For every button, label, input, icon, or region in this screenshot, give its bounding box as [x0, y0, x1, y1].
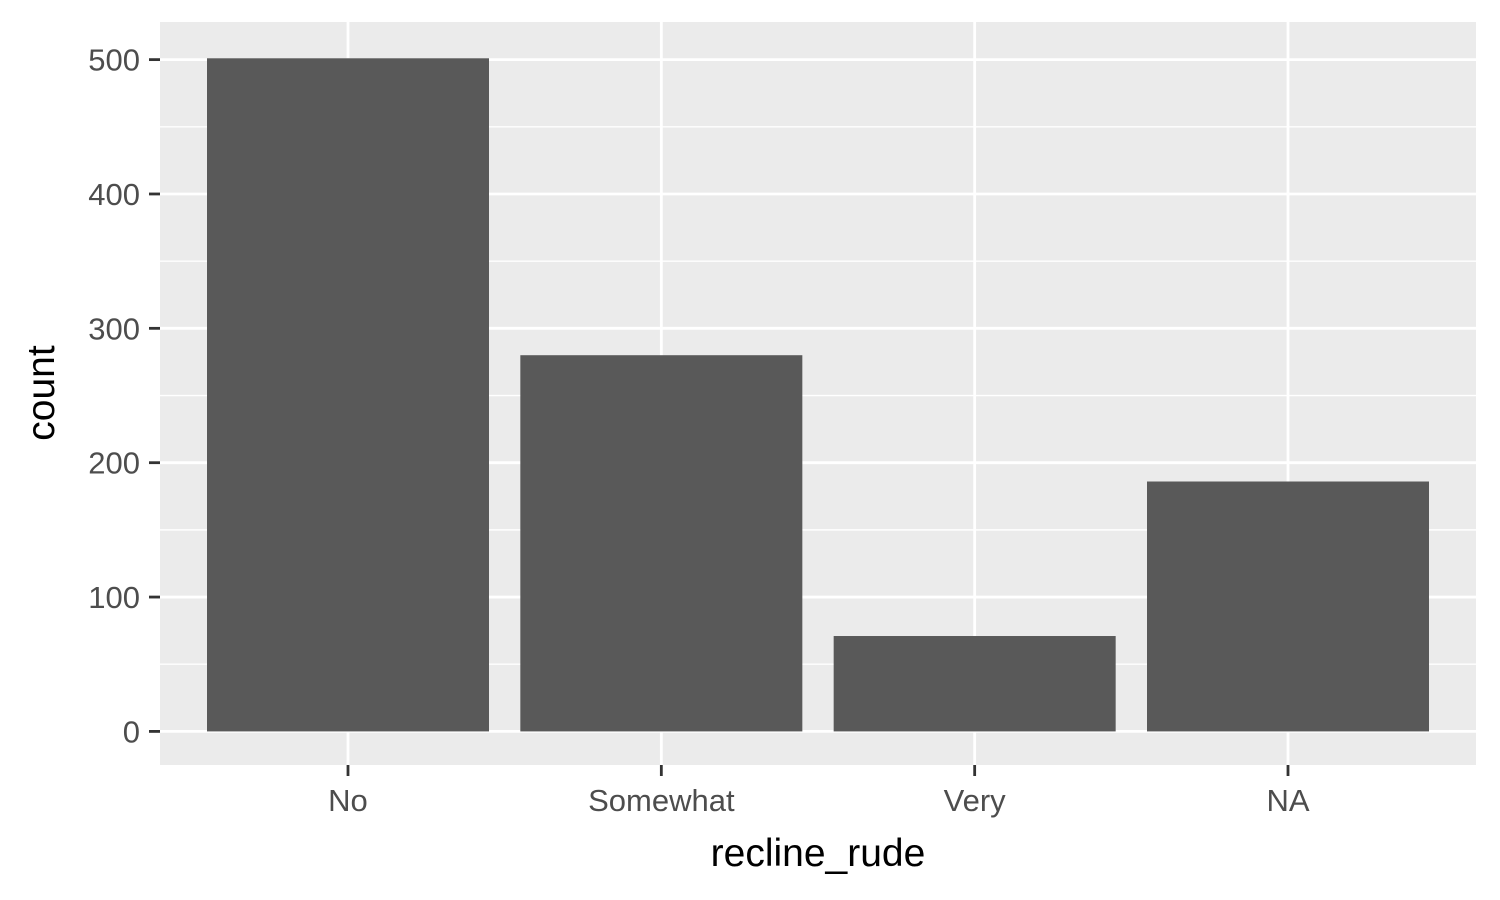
x-axis-ticks: No Somewhat Very NA — [328, 765, 1310, 818]
bar-very — [833, 636, 1116, 732]
x-tick-label: NA — [1266, 783, 1309, 818]
x-tick-label: No — [328, 783, 368, 818]
bar-somewhat — [520, 355, 803, 732]
bar-no — [207, 58, 489, 732]
y-tick-label: 100 — [88, 580, 140, 615]
y-axis-ticks: 0 100 200 300 400 500 — [88, 43, 160, 749]
x-tick-label: Very — [944, 783, 1007, 818]
y-tick-label: 500 — [88, 43, 140, 78]
y-tick-label: 200 — [88, 446, 140, 481]
y-tick-label: 400 — [88, 177, 140, 212]
y-tick-label: 300 — [88, 311, 140, 346]
y-tick-label: 0 — [123, 714, 140, 749]
x-axis-title: recline_rude — [711, 832, 926, 875]
x-tick-label: Somewhat — [588, 783, 735, 818]
y-axis-title: count — [20, 345, 63, 441]
bar-na — [1147, 481, 1429, 732]
bars — [207, 58, 1429, 732]
